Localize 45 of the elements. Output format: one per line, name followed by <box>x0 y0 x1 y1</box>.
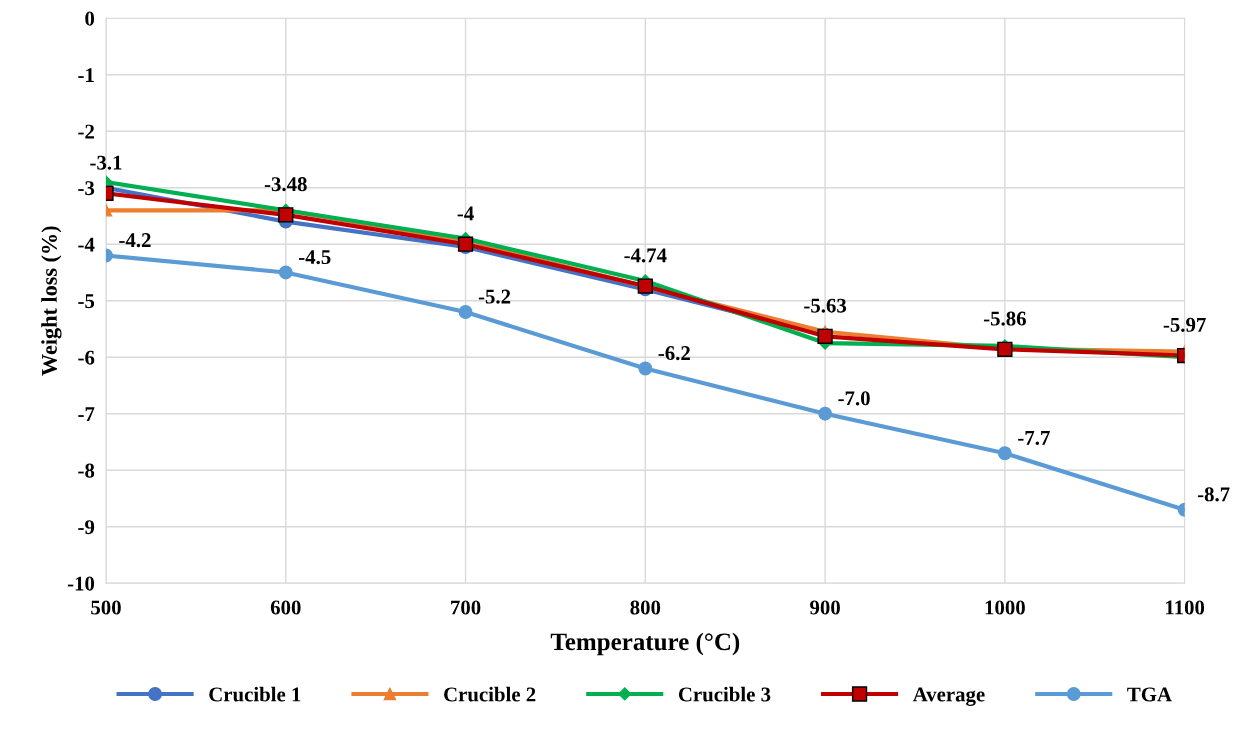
point <box>457 236 474 252</box>
data-label: -7.0 <box>838 391 870 406</box>
y-tick-label: -6 <box>78 350 95 365</box>
y-tick-label: -4 <box>78 237 95 252</box>
y-tick-label: -7 <box>78 407 95 421</box>
x-tick-label: 500 <box>91 600 121 615</box>
data-label: -5.97 <box>1163 317 1206 332</box>
x-axis-title: Temperature (°C) <box>550 632 740 656</box>
legend-label: Crucible 2 <box>444 686 536 702</box>
y-tick-label: -10 <box>67 576 95 591</box>
point <box>818 406 833 421</box>
data-label: -3.1 <box>90 155 122 170</box>
data-label: -5.63 <box>804 298 847 313</box>
data-label: -3.48 <box>264 177 307 192</box>
data-label: -4.5 <box>299 250 331 265</box>
data-label: -8.7 <box>1197 487 1230 502</box>
x-tick-label: 700 <box>451 600 481 615</box>
y-tick-label: -3 <box>78 181 95 196</box>
data-label: -6.2 <box>658 346 690 361</box>
data-label: -5.2 <box>478 289 511 304</box>
data-label: -7.7 <box>1018 431 1050 445</box>
data-label: -4 <box>457 206 474 221</box>
x-tick-label: 1000 <box>985 600 1025 615</box>
legend-label: TGA <box>1127 687 1172 702</box>
data-label: -4.74 <box>624 248 667 263</box>
data-label: -4.2 <box>119 233 151 248</box>
y-tick-label: 0 <box>85 11 95 26</box>
y-tick-label: -5 <box>78 294 95 309</box>
legend-label: Crucible 1 <box>209 686 301 702</box>
x-tick-label: 900 <box>810 600 840 615</box>
point <box>458 305 473 319</box>
point <box>997 446 1012 461</box>
legend-label: Crucible 3 <box>678 686 771 702</box>
y-tick-label: -9 <box>78 520 95 535</box>
y-axis-title: Weight loss (%) <box>41 226 62 376</box>
point <box>638 361 653 376</box>
legend-label: Average <box>912 687 985 706</box>
x-tick-label: 800 <box>630 600 661 615</box>
data-label: -5.86 <box>983 311 1026 326</box>
point <box>278 207 294 223</box>
x-tick-label: 1100 <box>1166 600 1205 615</box>
y-tick-label: -1 <box>78 68 94 82</box>
y-tick-label: -8 <box>78 463 95 478</box>
y-tick-label: -2 <box>78 124 94 139</box>
x-tick-label: 600 <box>270 600 301 615</box>
